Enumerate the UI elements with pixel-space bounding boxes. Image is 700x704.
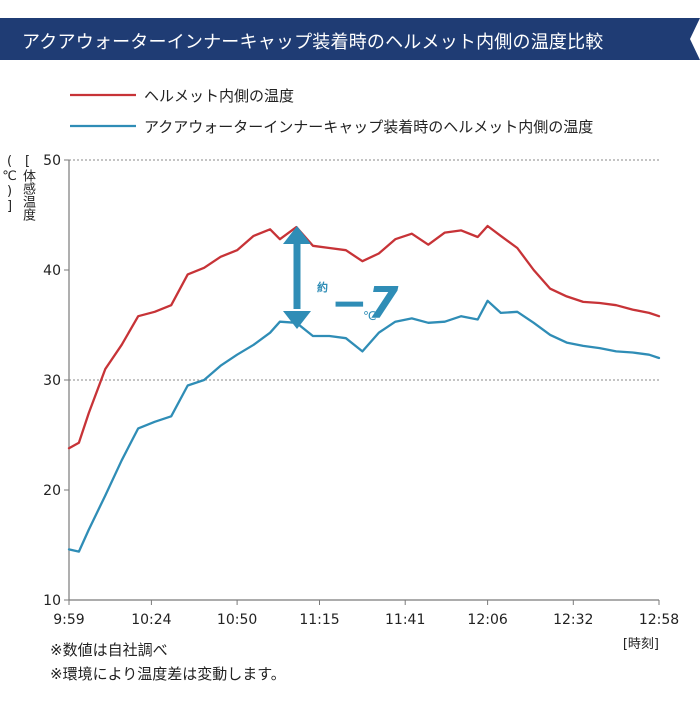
difference-value: −7 (331, 278, 399, 329)
legend-label-helmet-only: ヘルメット内側の温度 (144, 87, 294, 105)
temperature-difference-annotation: 約 −7 ℃ (283, 226, 399, 329)
y-tick-label: 30 (43, 373, 61, 389)
difference-unit: ℃ (363, 309, 376, 323)
title-banner-background (0, 18, 700, 60)
note-item: ※数値は自社調べ (50, 641, 168, 659)
x-tick-label: 12:58 (639, 612, 679, 628)
y-tick-label: 10 (43, 593, 61, 609)
legend-label-with-cap: アクアウォーターインナーキャップ装着時のヘルメット内側の温度 (144, 118, 593, 136)
x-axis-label: [時刻] (623, 637, 659, 652)
axis-ticks: 10 20 30 40 50 9:59 10:24 10:50 11:15 11:41 12:06 1… (43, 153, 679, 652)
difference-arrow-down-icon (283, 311, 311, 329)
x-tick-label: 12:32 (553, 612, 593, 628)
y-tick-label: 20 (43, 483, 61, 499)
series-with-cap-line (67, 299, 661, 553)
y-axis-label: [体感温度(℃)] (2, 154, 35, 221)
difference-approx-label: 約 (317, 280, 328, 294)
data-series (67, 224, 661, 553)
chart-title: アクアウォーターインナーキャップ装着時のヘルメット内側の温度比較 (22, 32, 604, 53)
y-tick-label: 40 (43, 263, 61, 279)
x-tick-label: 11:41 (385, 612, 425, 628)
x-tick-label: 10:24 (131, 612, 171, 628)
title-banner-shape (0, 18, 700, 60)
x-tick-label: 11:15 (299, 612, 339, 628)
y-tick-label: 50 (43, 153, 61, 169)
note-item: ※環境により温度差は変動します。 (50, 665, 286, 683)
title-banner: アクアウォーターインナーキャップ装着時のヘルメット内側の温度比較 (0, 18, 700, 60)
x-tick-label: 12:06 (467, 612, 507, 628)
notes: ※数値は自社調べ ※環境により温度差は変動します。 (50, 638, 286, 686)
legend: ヘルメット内側の温度 アクアウォーターインナーキャップ装着時のヘルメット内側の温… (70, 87, 593, 136)
difference-arrow-up-icon (283, 226, 311, 244)
x-tick-label: 10:50 (217, 612, 257, 628)
gridlines (69, 159, 659, 381)
x-tick-label: 9:59 (53, 612, 84, 628)
series-helmet-only-line (67, 224, 661, 450)
